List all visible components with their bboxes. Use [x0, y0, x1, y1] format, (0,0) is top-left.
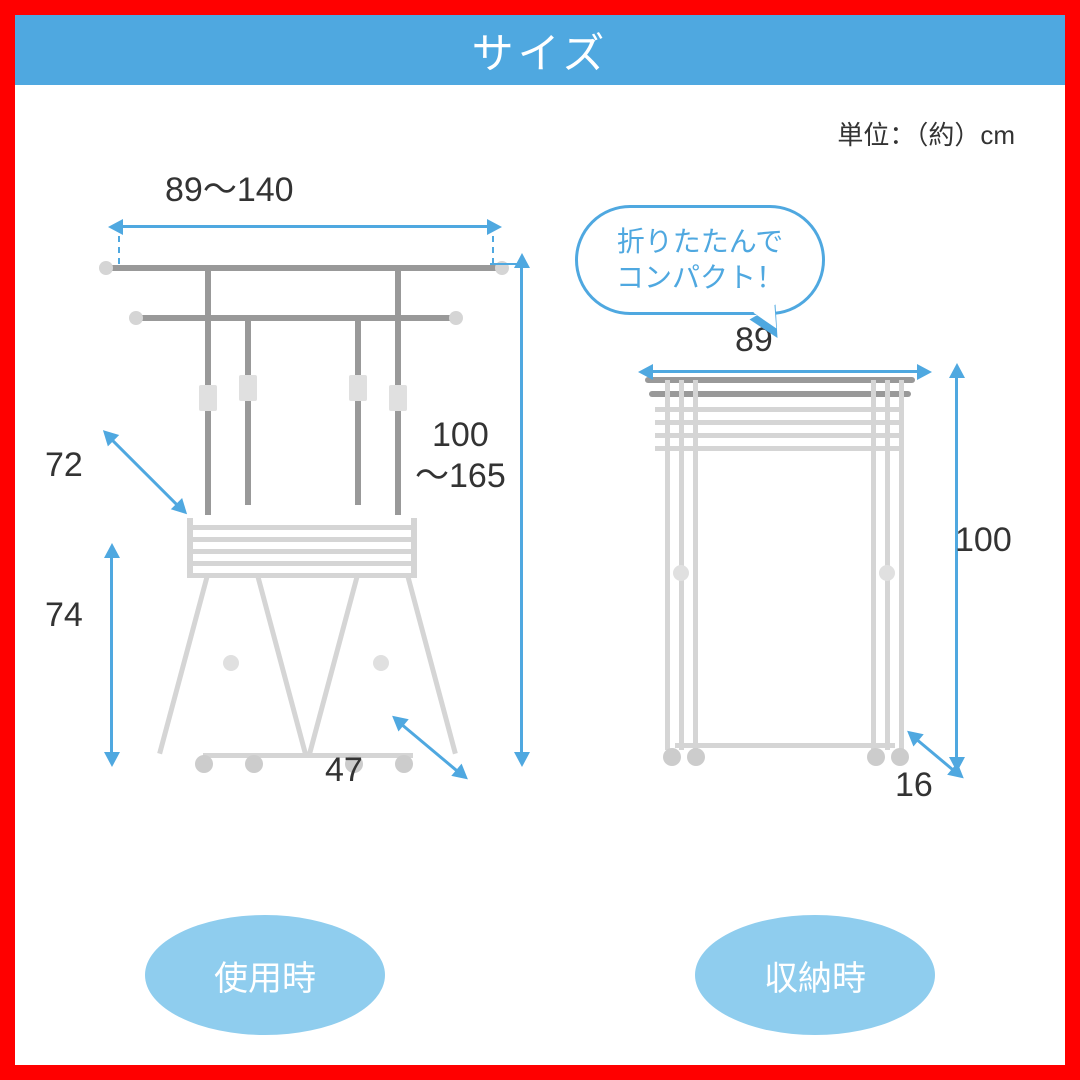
- arrow-height-expanded: [520, 265, 523, 755]
- arrow-height-folded: [955, 375, 958, 760]
- arrow-height74: [110, 555, 113, 755]
- rack-folded: [635, 365, 935, 785]
- state-in-use: 使用時: [145, 915, 385, 1035]
- arrow-width-expanded: [120, 225, 490, 228]
- bubble-text: 折りたたんで コンパクト！: [616, 224, 784, 297]
- dim-height74: 74: [45, 595, 83, 636]
- state-stored-label: 収納時: [764, 951, 866, 1000]
- speech-bubble: 折りたたんで コンパクト！: [575, 205, 825, 315]
- state-stored: 収納時: [695, 915, 935, 1035]
- arrow-width-folded: [650, 370, 920, 373]
- header-title: サイズ: [472, 20, 609, 81]
- dim-folded-height: 100: [955, 520, 1012, 561]
- bubble-line2: コンパクト！: [616, 262, 784, 293]
- dim-depth72: 72: [45, 445, 83, 486]
- state-in-use-label: 使用時: [214, 951, 316, 1000]
- bubble-line1: 折りたたんで: [617, 226, 784, 257]
- dim-depth47: 47: [325, 750, 363, 791]
- dim-folded-depth: 16: [895, 765, 933, 806]
- rack-expanded: [95, 225, 505, 785]
- diagram-area: 89～140 100 ～165 72 74 47 89 100 16 折りたたん…: [35, 165, 1045, 915]
- header-bar: サイズ: [15, 15, 1065, 85]
- dim-expanded-width: 89～140: [165, 170, 294, 211]
- unit-note: 単位：（約）cm: [837, 115, 1015, 152]
- infographic-frame: サイズ 単位：（約）cm: [0, 0, 1080, 1080]
- dim-expanded-height: 100 ～165: [415, 415, 506, 497]
